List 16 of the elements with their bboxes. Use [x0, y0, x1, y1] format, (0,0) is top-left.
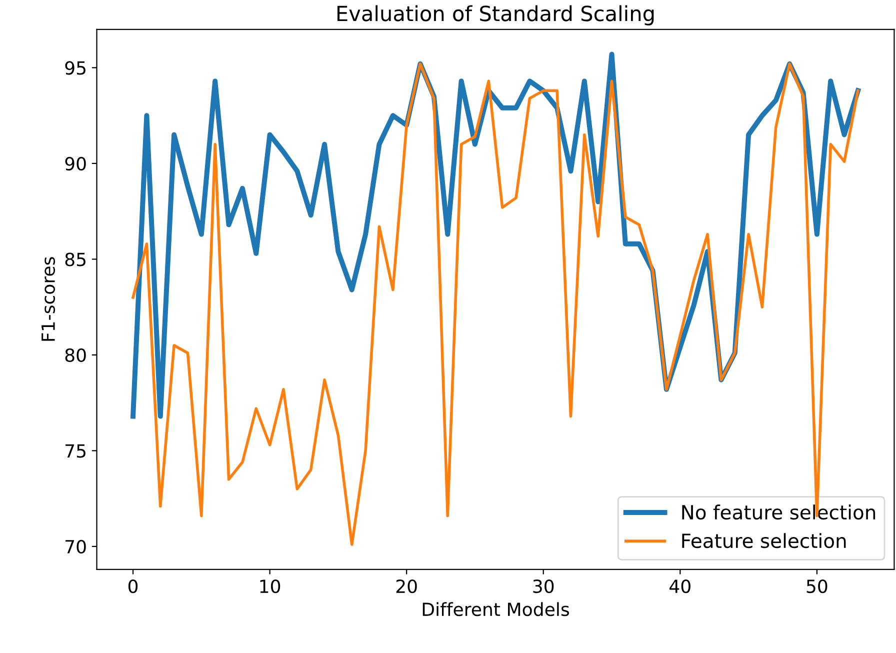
y-tick-label: 80: [65, 348, 86, 362]
x-tick-label: 0: [128, 579, 138, 594]
legend-label: Feature selection: [682, 533, 846, 548]
chart-title: Evaluation of Standard Scaling: [337, 5, 654, 26]
x-axis-title: Different Models: [422, 602, 569, 616]
y-tick-label: 75: [66, 444, 86, 458]
y-tick-label: 95: [65, 61, 86, 75]
y-axis-title: F1-scores: [42, 257, 56, 341]
x-tick-label: 30: [533, 579, 554, 594]
x-tick-label: 40: [670, 579, 690, 594]
x-tick-label: 10: [260, 579, 280, 594]
y-tick-label: 70: [66, 540, 86, 554]
y-tick-label: 85: [65, 252, 86, 266]
y-tick-label: 90: [65, 156, 86, 171]
x-tick-label: 50: [806, 579, 828, 594]
x-tick-label: 20: [396, 579, 417, 594]
